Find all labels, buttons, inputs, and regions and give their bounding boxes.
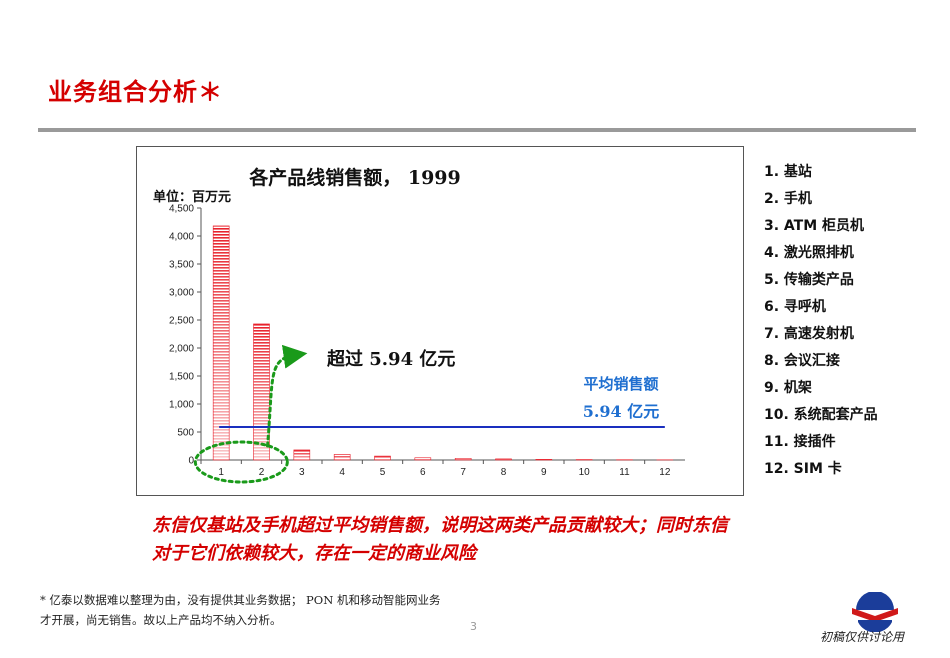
- bar-shade: [495, 458, 512, 461]
- page-title: 业务组合分析＊: [48, 78, 223, 106]
- legend-item: 10. 系统配套产品: [764, 407, 878, 423]
- bar-shade: [454, 458, 472, 461]
- legend-item: 6. 寻呼机: [764, 299, 826, 315]
- y-tick-label: 3,000: [169, 288, 194, 299]
- legend-item: 3. ATM 柜员机: [764, 218, 865, 234]
- legend-item: 8. 会议汇接: [764, 353, 840, 369]
- company-logo: [852, 592, 898, 632]
- highlight-ellipse: [193, 440, 289, 484]
- sales-chart: 各产品线销售额， 1999 单位：百万元 0 500 1,000 1,500 2,000…: [136, 146, 744, 496]
- conclusion-text: 东信仅基站及手机超过平均销售额，说明这两类产品贡献较大；同时东信对于它们依赖较大…: [152, 515, 728, 564]
- x-tick-label: 6: [420, 467, 426, 478]
- x-tick-label: 3: [299, 467, 305, 478]
- y-tick-label: 2,500: [169, 316, 194, 327]
- y-tick-label: 3,500: [169, 260, 194, 271]
- average-group: 平均销售额 5.94 亿元 超过 5.94 亿元: [193, 344, 665, 484]
- legend-item: 1. 基站: [764, 164, 812, 180]
- y-tick-label: 4,500: [169, 204, 194, 215]
- y-tick-label: 500: [177, 428, 194, 439]
- chart-title: 各产品线销售额， 1999: [248, 166, 461, 189]
- chart-bars: [212, 225, 674, 461]
- product-legend: 1. 基站 2. 手机 3. ATM 柜员机 4. 激光照排机 5. 传输类产品 6. 寻…: [764, 160, 878, 484]
- legend-item: 5. 传输类产品: [764, 272, 854, 288]
- average-label: 平均销售额: [583, 375, 658, 393]
- bar-shade: [333, 454, 351, 461]
- legend-item: 11. 接插件: [764, 434, 836, 450]
- legend-item: 7. 高速发射机: [764, 326, 854, 342]
- x-tick-label: 4: [339, 467, 345, 478]
- exceed-annotation: 超过 5.94 亿元: [327, 348, 455, 370]
- bar-shade: [374, 455, 391, 461]
- page-number: 3: [470, 620, 477, 633]
- draft-label: 初稿仅供讨论用: [820, 630, 905, 644]
- y-tick-label: 2,000: [169, 344, 194, 355]
- legend-item: 2. 手机: [764, 191, 812, 207]
- x-tick-label: 10: [579, 467, 591, 478]
- x-tick-label: 1: [218, 467, 224, 478]
- bar-shade: [414, 457, 432, 461]
- chart-canvas: 各产品线销售额， 1999 单位：百万元 0 500 1,000 1,500 2,000…: [153, 166, 685, 484]
- x-tick-label: 9: [541, 467, 547, 478]
- bar-shade: [212, 225, 230, 461]
- bar-shade: [293, 449, 311, 461]
- footnote-text: * 亿泰以数据难以整理为由，没有提供其业务数据； PON 机和移动智能网业务才开…: [40, 593, 441, 627]
- highlight-arrow: [266, 344, 308, 448]
- y-tick-label: 4,000: [169, 232, 194, 243]
- bar-shade: [535, 459, 553, 461]
- unit-label: 单位：百万元: [153, 189, 231, 205]
- x-tick-label: 12: [659, 467, 671, 478]
- title-divider: [38, 128, 916, 132]
- y-tick-label: 1,500: [169, 372, 194, 383]
- x-tick-label: 8: [501, 467, 507, 478]
- x-tick-label: 11: [619, 467, 630, 478]
- x-tick-label: 5: [380, 467, 386, 478]
- y-tick-label: 1,000: [169, 400, 194, 411]
- x-tick-label: 7: [460, 467, 466, 478]
- x-tick-label: 2: [259, 467, 265, 478]
- average-value-label: 5.94 亿元: [583, 402, 660, 421]
- legend-item: 9. 机架: [764, 380, 812, 396]
- legend-item: 4. 激光照排机: [764, 245, 854, 261]
- x-tick-labels: 1 2 3 4 5 6 7 8 9 10 11 12: [200, 460, 671, 478]
- y-tick-label: 0: [188, 456, 194, 467]
- legend-item: 12. SIM 卡: [764, 461, 842, 477]
